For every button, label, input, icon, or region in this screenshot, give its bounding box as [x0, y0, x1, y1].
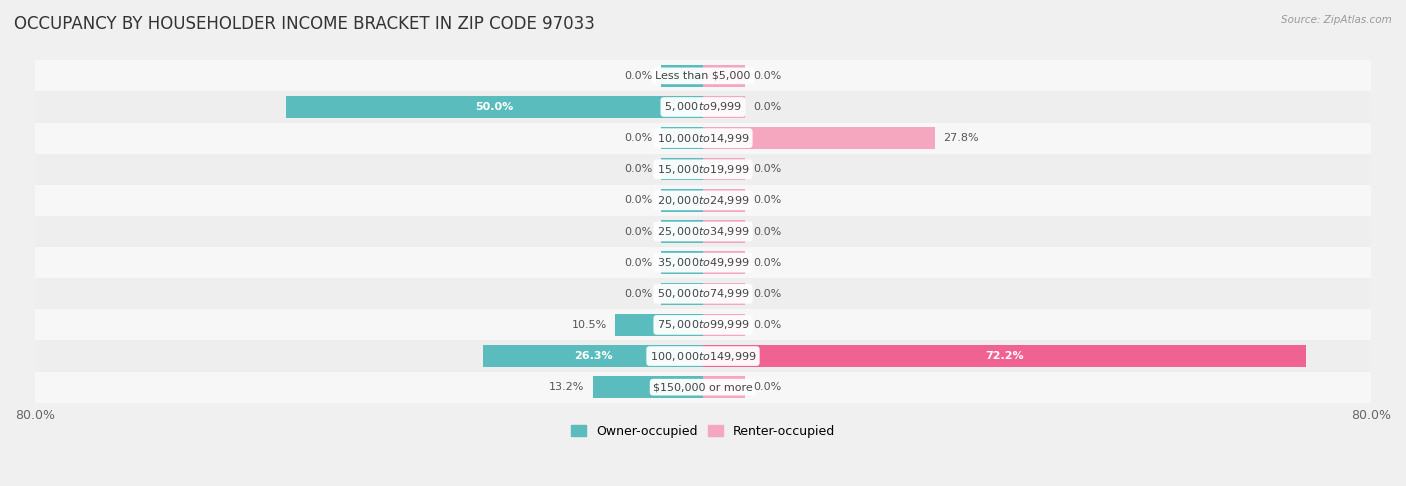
Text: 26.3%: 26.3% — [574, 351, 613, 361]
Bar — [35, 278, 1371, 310]
Text: 0.0%: 0.0% — [624, 289, 652, 299]
Bar — [703, 313, 745, 336]
Bar — [661, 282, 703, 305]
Bar — [661, 189, 703, 211]
Text: $25,000 to $34,999: $25,000 to $34,999 — [657, 225, 749, 238]
Text: $20,000 to $24,999: $20,000 to $24,999 — [657, 194, 749, 207]
Text: 0.0%: 0.0% — [624, 164, 652, 174]
Bar — [616, 313, 703, 336]
Text: Less than $5,000: Less than $5,000 — [655, 71, 751, 81]
Bar — [35, 91, 1371, 122]
Legend: Owner-occupied, Renter-occupied: Owner-occupied, Renter-occupied — [567, 420, 839, 443]
Text: 0.0%: 0.0% — [624, 133, 652, 143]
Text: Source: ZipAtlas.com: Source: ZipAtlas.com — [1281, 15, 1392, 25]
Bar — [35, 154, 1371, 185]
Text: 0.0%: 0.0% — [754, 195, 782, 206]
Text: $15,000 to $19,999: $15,000 to $19,999 — [657, 163, 749, 176]
Bar — [35, 341, 1371, 372]
Bar — [35, 247, 1371, 278]
Text: 72.2%: 72.2% — [986, 351, 1024, 361]
Bar — [661, 158, 703, 180]
Bar — [285, 96, 703, 118]
Text: $5,000 to $9,999: $5,000 to $9,999 — [664, 101, 742, 114]
Bar — [703, 376, 745, 399]
Bar — [661, 65, 703, 87]
Text: 0.0%: 0.0% — [754, 71, 782, 81]
Text: 0.0%: 0.0% — [754, 164, 782, 174]
Bar — [661, 127, 703, 149]
Text: 0.0%: 0.0% — [624, 195, 652, 206]
Bar — [35, 60, 1371, 91]
Bar — [703, 189, 745, 211]
Bar — [703, 158, 745, 180]
Text: 0.0%: 0.0% — [624, 258, 652, 268]
Bar — [661, 220, 703, 243]
Text: $35,000 to $49,999: $35,000 to $49,999 — [657, 256, 749, 269]
Bar — [35, 310, 1371, 341]
Bar — [593, 376, 703, 399]
Text: $50,000 to $74,999: $50,000 to $74,999 — [657, 287, 749, 300]
Text: 0.0%: 0.0% — [624, 71, 652, 81]
Bar — [35, 216, 1371, 247]
Text: $150,000 or more: $150,000 or more — [654, 382, 752, 392]
Bar — [35, 185, 1371, 216]
Text: $10,000 to $14,999: $10,000 to $14,999 — [657, 132, 749, 145]
Bar — [703, 65, 745, 87]
Text: 0.0%: 0.0% — [624, 226, 652, 237]
Bar — [703, 345, 1306, 367]
Bar — [35, 122, 1371, 154]
Text: $100,000 to $149,999: $100,000 to $149,999 — [650, 349, 756, 363]
Bar — [703, 220, 745, 243]
Text: 50.0%: 50.0% — [475, 102, 513, 112]
Text: 27.8%: 27.8% — [943, 133, 979, 143]
Text: 0.0%: 0.0% — [754, 320, 782, 330]
Bar — [703, 251, 745, 274]
Text: 0.0%: 0.0% — [754, 226, 782, 237]
Bar — [703, 282, 745, 305]
Text: 0.0%: 0.0% — [754, 289, 782, 299]
Text: 13.2%: 13.2% — [550, 382, 585, 392]
Bar — [35, 372, 1371, 403]
Bar — [661, 251, 703, 274]
Bar — [484, 345, 703, 367]
Text: 0.0%: 0.0% — [754, 258, 782, 268]
Text: OCCUPANCY BY HOUSEHOLDER INCOME BRACKET IN ZIP CODE 97033: OCCUPANCY BY HOUSEHOLDER INCOME BRACKET … — [14, 15, 595, 33]
Text: 0.0%: 0.0% — [754, 102, 782, 112]
Bar — [703, 127, 935, 149]
Bar — [703, 96, 745, 118]
Text: $75,000 to $99,999: $75,000 to $99,999 — [657, 318, 749, 331]
Text: 10.5%: 10.5% — [572, 320, 607, 330]
Text: 0.0%: 0.0% — [754, 382, 782, 392]
